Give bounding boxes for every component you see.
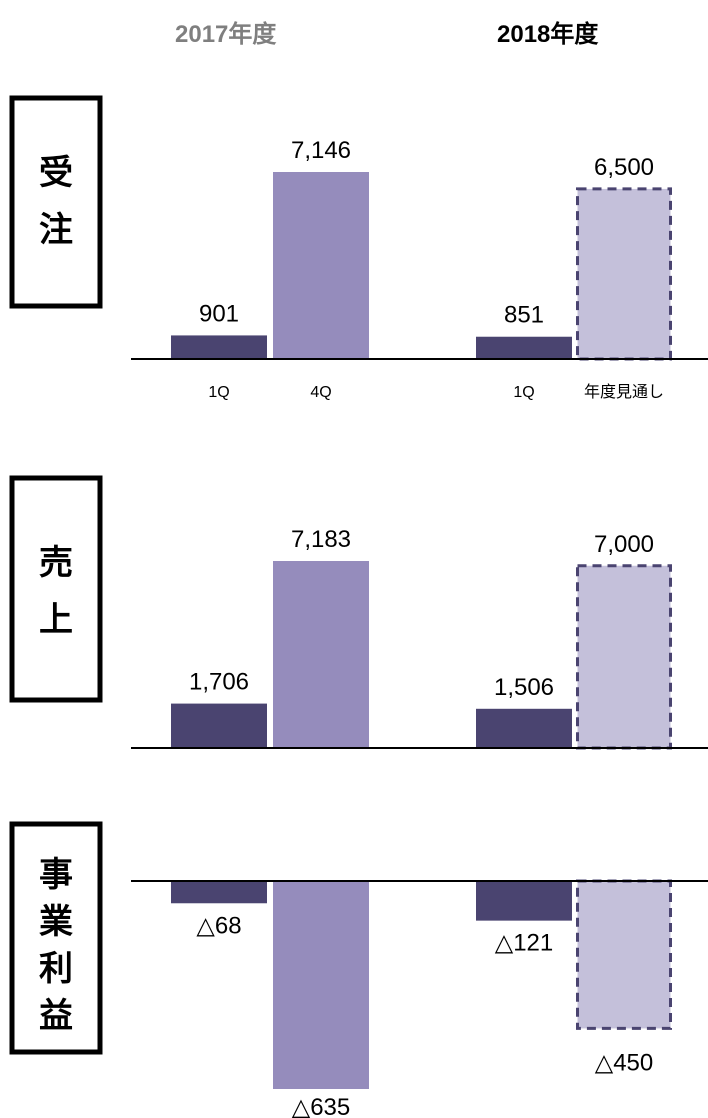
value-label: △121 (495, 930, 554, 957)
category-label: 1Q (513, 384, 534, 401)
panel-title-box (9, 95, 103, 309)
value-label: 7,146 (291, 137, 351, 164)
category-label: 1Q (208, 384, 229, 401)
value-label: 1,506 (494, 674, 554, 701)
year-label-2017: 2017年度 (175, 21, 277, 48)
value-label: 1,706 (189, 669, 249, 696)
panel-title-char: 利 (39, 950, 73, 988)
value-label: 851 (504, 302, 544, 329)
panel-title-char: 業 (39, 903, 73, 941)
bar (476, 708, 572, 748)
panel-title-char: 注 (39, 211, 73, 249)
value-label: 7,000 (594, 531, 654, 558)
bar (273, 561, 369, 748)
value-label: △450 (595, 1049, 654, 1076)
panel-title-char: 益 (39, 997, 73, 1035)
panel-title-char: 事 (39, 856, 73, 894)
panel-title-box (9, 821, 103, 1055)
value-label: △68 (196, 912, 241, 939)
forecast-bar (576, 564, 672, 750)
bar (476, 336, 572, 359)
panel-title-char: 上 (39, 601, 73, 639)
bar (171, 703, 267, 748)
panel-title-char: 売 (39, 544, 73, 582)
value-label: 7,183 (291, 526, 351, 553)
category-label: 年度見通し (584, 383, 664, 401)
bar (273, 172, 369, 359)
bar (476, 881, 572, 921)
bar (273, 881, 369, 1089)
year-label-2018: 2018年度 (497, 21, 599, 48)
panel-title-box (9, 475, 103, 703)
bar (171, 881, 267, 904)
category-label: 4Q (310, 384, 331, 401)
value-label: 901 (199, 300, 239, 327)
bar (171, 335, 267, 359)
panel-title-char: 受 (39, 154, 73, 192)
value-label: △635 (292, 1094, 351, 1118)
forecast-bar (576, 879, 672, 1030)
forecast-bar (576, 187, 672, 361)
value-label: 6,500 (594, 154, 654, 181)
